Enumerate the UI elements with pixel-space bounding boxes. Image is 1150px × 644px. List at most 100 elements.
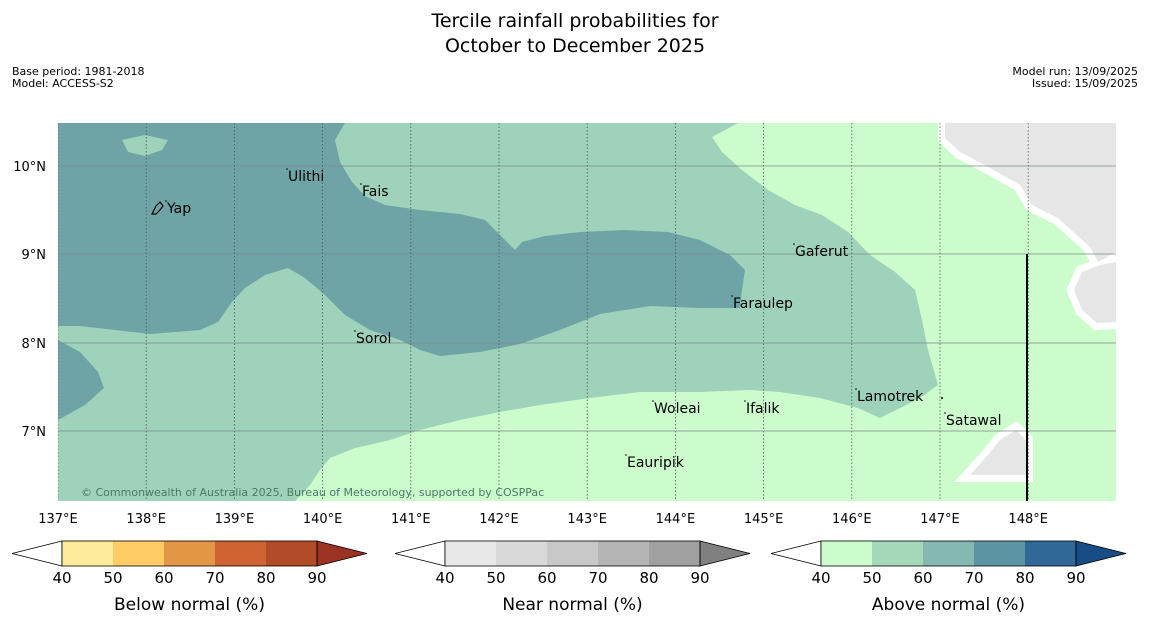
colorbar-tick: 90: [690, 569, 709, 587]
above-normal-60-70-region: [58, 123, 745, 420]
colorbar-segment: [496, 541, 547, 566]
copyright-text: © Commonwealth of Australia 2025, Bureau…: [81, 486, 544, 499]
lon-label: 141°E: [391, 512, 431, 527]
colorbar-arrow-low: [394, 540, 446, 567]
place-marker: [354, 330, 356, 332]
colorbar-segment: [164, 541, 215, 566]
model-name: Model: ACCESS-S2: [12, 77, 114, 90]
colorbar-label: Near normal (%): [502, 595, 642, 615]
lon-label: 144°E: [656, 512, 696, 527]
colorbar-tick: 70: [205, 569, 224, 587]
colorbar: 40 50 60 70 80 90 Below normal (%): [11, 540, 368, 615]
colorbar-arrow-high: [1075, 540, 1127, 567]
place-label: Ifalik: [746, 401, 780, 417]
colorbar-segment: [215, 541, 266, 566]
colorbar-arrow-high: [316, 540, 368, 567]
colorbar-frame: [444, 540, 701, 567]
lon-label: 145°E: [744, 512, 784, 527]
lon-label: 140°E: [303, 512, 343, 527]
lat-label: 10°N: [13, 160, 46, 175]
island-marker: [941, 397, 943, 399]
place-marker: [165, 200, 167, 202]
colorbar-tick: 90: [307, 569, 326, 587]
colorbar-tick: 70: [964, 569, 983, 587]
colorbar-tick: 50: [486, 569, 505, 587]
colorbar-segment: [974, 541, 1025, 566]
colorbar: 40 50 60 70 80 90 Above normal (%): [770, 540, 1127, 615]
place-marker: [625, 454, 627, 456]
place-marker: [652, 400, 654, 402]
map-title: Tercile rainfall probabilities for Octob…: [0, 9, 1150, 59]
yap-island: [151, 201, 164, 215]
place-label: Faraulep: [733, 296, 793, 312]
model-run: Model run: 13/09/2025: [1012, 65, 1138, 78]
colorbar-frame: [820, 540, 1077, 567]
place-marker: [744, 400, 746, 402]
lat-label: 9°N: [22, 248, 47, 263]
place-marker: [944, 412, 946, 414]
place-marker: [793, 243, 795, 245]
colorbar: 40 50 60 70 80 90 Near normal (%): [394, 540, 751, 615]
lon-label: 143°E: [567, 512, 607, 527]
legend-colorbars: 40 50 60 70 80 90 Below normal (%) 40 50 60 70 80 90…: [11, 540, 1127, 615]
colorbar-tick: 40: [811, 569, 830, 587]
place-labels: Ulithi Fais Yap Gaferut Faraulep Sorol Lamotre…: [165, 168, 1001, 471]
colorbar-tick: 60: [154, 569, 173, 587]
place-marker: [286, 168, 288, 170]
colorbar-arrow-low: [770, 540, 822, 567]
colorbar-segment: [445, 541, 496, 566]
colorbar-segment: [821, 541, 872, 566]
colorbar-tick: 60: [913, 569, 932, 587]
colorbar-tick: 60: [537, 569, 556, 587]
place-label: Yap: [166, 201, 191, 217]
colorbar-segment: [547, 541, 598, 566]
place-label: Sorol: [356, 331, 391, 347]
place-marker: [731, 295, 733, 297]
place-label: Satawal: [946, 413, 1001, 429]
place-label: Ulithi: [288, 169, 324, 185]
title-line-1: Tercile rainfall probabilities for: [431, 10, 719, 32]
colorbar-arrow-high: [699, 540, 751, 567]
run-info: Model run: 13/09/2025 Issued: 15/09/2025: [1012, 66, 1138, 90]
colorbar-arrow-low: [11, 540, 63, 567]
map-grid: [58, 123, 1116, 501]
place-marker: [360, 183, 362, 185]
place-label: Eauripik: [627, 455, 685, 471]
colorbar-tick: 80: [639, 569, 658, 587]
lon-label: 142°E: [479, 512, 519, 527]
colorbar-segment: [872, 541, 923, 566]
place-marker: [855, 388, 857, 390]
base-period: Base period: 1981-2018: [12, 65, 145, 78]
colorbar-tick: 80: [256, 569, 275, 587]
title-line-2: October to December 2025: [444, 35, 706, 57]
colorbar-segment: [62, 541, 113, 566]
latitude-labels: 10°N 9°N 8°N 7°N: [13, 160, 46, 440]
colorbar-tick: 50: [862, 569, 881, 587]
colorbar-segment: [598, 541, 649, 566]
colorbar-label: Below normal (%): [114, 595, 265, 615]
lon-label: 147°E: [920, 512, 960, 527]
colorbar-tick: 40: [52, 569, 71, 587]
colorbar-segment: [1025, 541, 1076, 566]
lon-label: 148°E: [1008, 512, 1048, 527]
lat-label: 7°N: [22, 425, 47, 440]
colorbar-tick: 50: [103, 569, 122, 587]
lon-label: 139°E: [215, 512, 255, 527]
colorbar-segment: [113, 541, 164, 566]
place-label: Fais: [362, 184, 389, 200]
issued-date: Issued: 15/09/2025: [1031, 77, 1138, 90]
place-label: Gaferut: [795, 244, 849, 260]
light-patch-north: [122, 135, 168, 156]
place-label: Woleai: [654, 401, 701, 417]
lon-label: 146°E: [832, 512, 872, 527]
map-area: © Commonwealth of Australia 2025, Bureau…: [58, 123, 1116, 501]
colorbar-label: Above normal (%): [872, 595, 1025, 615]
lon-label: 138°E: [126, 512, 166, 527]
colorbar-segment: [923, 541, 974, 566]
lat-label: 8°N: [22, 337, 47, 352]
colorbar-segment: [649, 541, 700, 566]
place-label: Lamotrek: [857, 389, 924, 405]
colorbar-tick: 80: [1015, 569, 1034, 587]
colorbar-tick: 70: [588, 569, 607, 587]
